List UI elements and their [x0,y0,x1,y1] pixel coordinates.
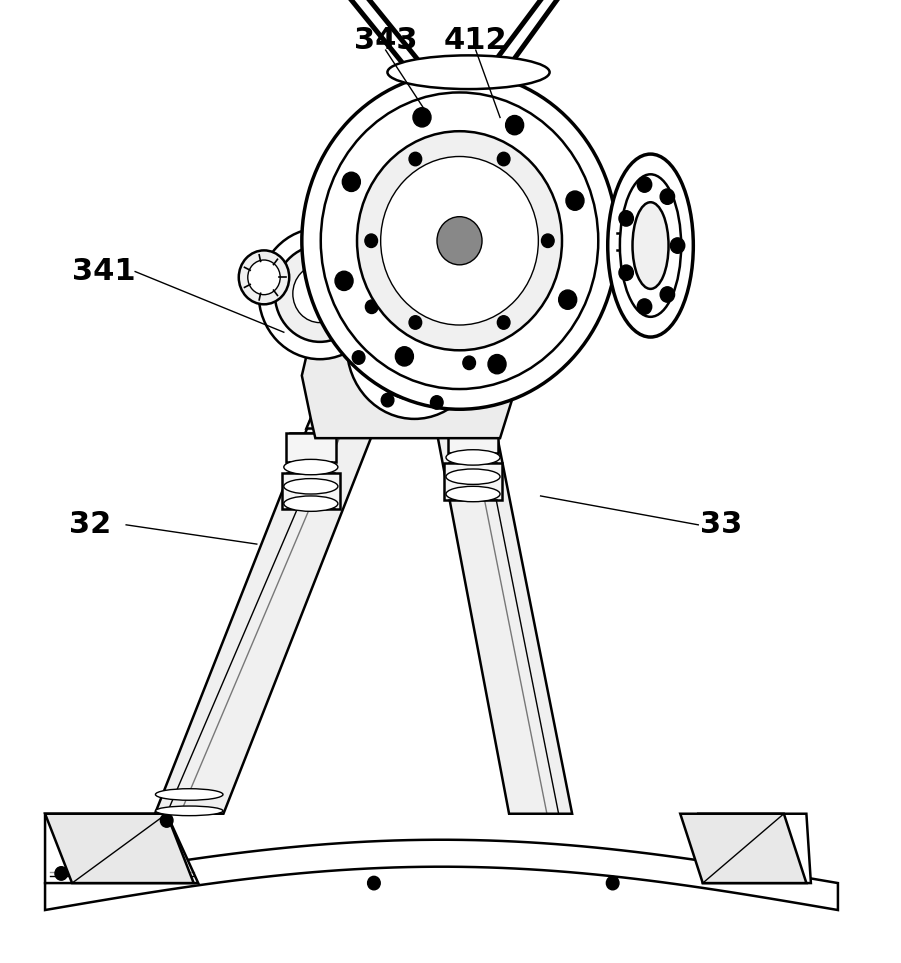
Circle shape [302,72,617,409]
Circle shape [342,172,360,192]
Ellipse shape [284,479,338,494]
Circle shape [463,356,476,370]
Circle shape [347,274,482,419]
Polygon shape [266,241,414,347]
Circle shape [637,299,651,314]
Circle shape [637,177,651,193]
Polygon shape [45,814,198,883]
Circle shape [55,867,68,880]
Ellipse shape [284,496,338,511]
Circle shape [413,108,431,127]
Circle shape [259,228,381,359]
Polygon shape [449,424,497,453]
Circle shape [619,211,633,226]
Ellipse shape [387,55,550,89]
Circle shape [385,315,444,378]
Circle shape [248,260,280,295]
Circle shape [293,265,347,323]
Circle shape [409,316,422,329]
Circle shape [409,152,422,166]
Ellipse shape [155,806,223,816]
Ellipse shape [290,261,331,326]
Polygon shape [302,337,514,438]
Circle shape [381,393,394,406]
Circle shape [431,396,443,409]
Ellipse shape [633,202,669,289]
Circle shape [660,287,675,302]
Ellipse shape [446,450,500,465]
Circle shape [559,290,577,309]
Ellipse shape [607,154,694,337]
Circle shape [411,279,423,293]
Polygon shape [428,270,487,429]
Circle shape [160,814,173,827]
Polygon shape [698,814,811,883]
Polygon shape [286,433,335,462]
Circle shape [660,189,675,204]
Circle shape [542,234,554,247]
Circle shape [454,304,467,318]
Circle shape [619,265,633,280]
Circle shape [352,351,365,364]
Polygon shape [281,473,340,509]
Polygon shape [155,419,378,814]
Circle shape [497,316,510,329]
Polygon shape [306,270,419,429]
Circle shape [396,347,414,366]
Circle shape [670,238,685,253]
Polygon shape [45,814,194,883]
Circle shape [275,246,365,342]
Circle shape [321,92,598,389]
Text: 341: 341 [72,257,135,286]
Ellipse shape [446,469,500,484]
Circle shape [335,272,353,291]
Polygon shape [444,463,503,500]
Ellipse shape [155,789,223,800]
Circle shape [497,152,510,166]
Polygon shape [434,419,572,814]
Circle shape [381,156,539,325]
Circle shape [357,131,562,351]
Circle shape [365,234,378,247]
Text: 32: 32 [69,510,111,539]
Ellipse shape [446,486,500,502]
Circle shape [437,217,482,265]
Polygon shape [680,814,806,883]
Circle shape [366,300,378,314]
Polygon shape [45,840,838,910]
Text: 33: 33 [700,510,742,539]
Ellipse shape [284,459,338,475]
Text: 343: 343 [354,26,417,55]
Circle shape [606,876,619,890]
Ellipse shape [620,174,681,317]
Text: 412: 412 [444,26,507,55]
Circle shape [239,250,289,304]
Circle shape [566,191,584,210]
Circle shape [505,116,523,135]
Circle shape [365,294,464,400]
Circle shape [368,876,380,890]
Circle shape [488,354,506,374]
